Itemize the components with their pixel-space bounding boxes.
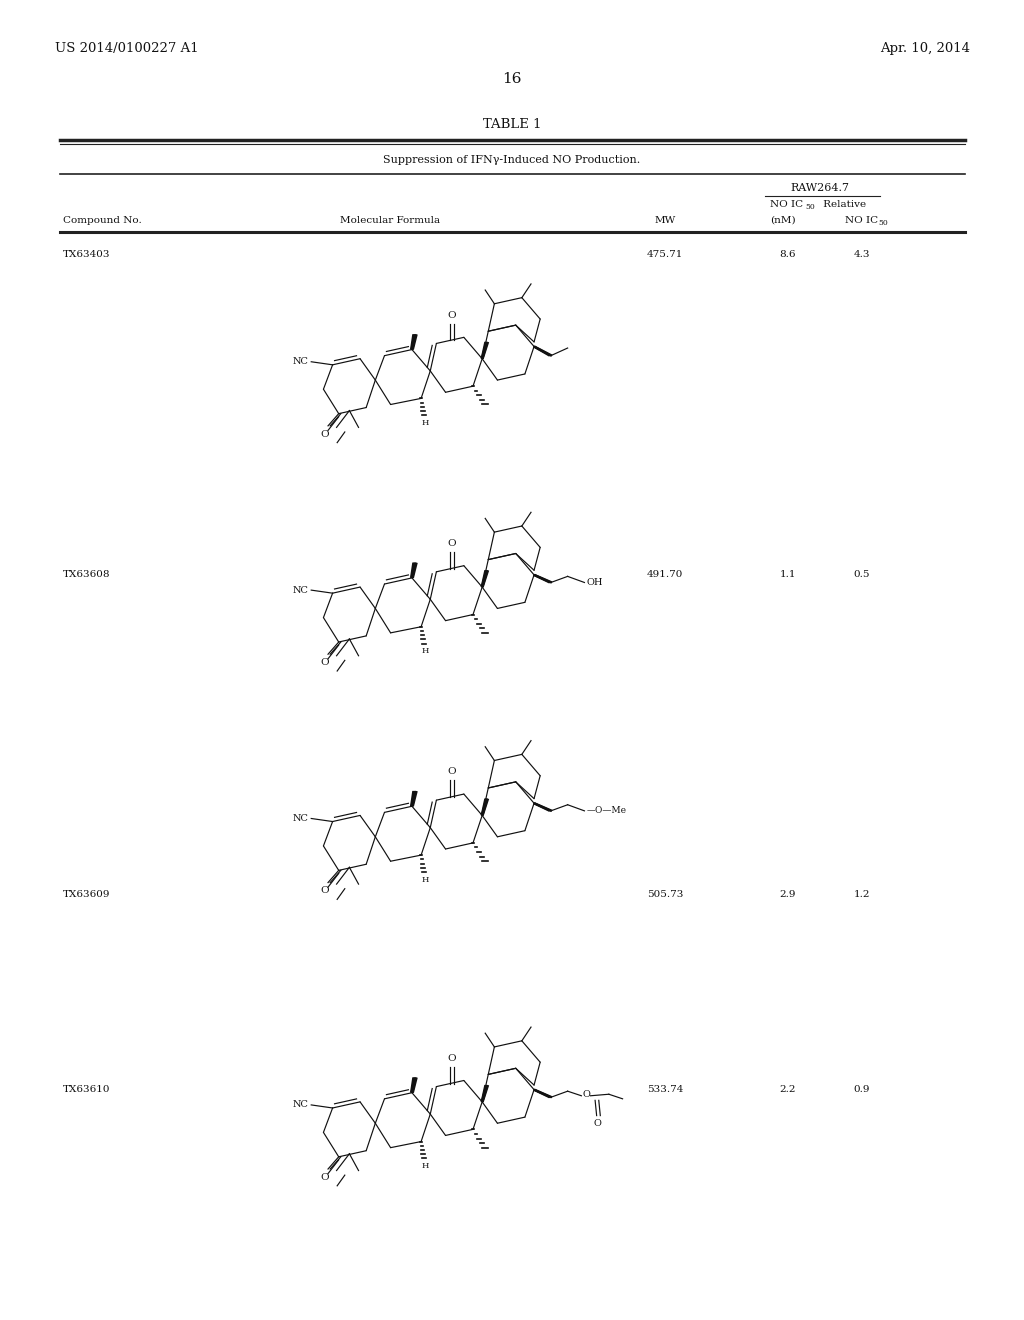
Text: H: H [422, 418, 429, 426]
Text: (nM): (nM) [770, 216, 796, 224]
Text: O: O [321, 657, 330, 667]
Text: O: O [594, 1118, 602, 1127]
Text: TX63403: TX63403 [63, 249, 111, 259]
Text: 50: 50 [805, 203, 815, 211]
Text: 8.6: 8.6 [779, 249, 797, 259]
Text: 475.71: 475.71 [647, 249, 683, 259]
Text: O: O [447, 539, 457, 548]
Text: 16: 16 [502, 73, 522, 86]
Text: NC: NC [293, 358, 309, 366]
Text: Compound No.: Compound No. [63, 216, 141, 224]
Text: 1.2: 1.2 [854, 890, 870, 899]
Text: 2.9: 2.9 [779, 890, 797, 899]
Text: TX63608: TX63608 [63, 570, 111, 579]
Text: Molecular Formula: Molecular Formula [340, 216, 440, 224]
Text: O: O [321, 1172, 330, 1181]
Text: Apr. 10, 2014: Apr. 10, 2014 [880, 42, 970, 55]
Text: 505.73: 505.73 [647, 890, 683, 899]
Text: O: O [447, 310, 457, 319]
Text: TABLE 1: TABLE 1 [482, 117, 542, 131]
Text: 0.9: 0.9 [854, 1085, 870, 1094]
Text: NO IC: NO IC [845, 216, 879, 224]
Text: OH: OH [587, 578, 603, 587]
Text: US 2014/0100227 A1: US 2014/0100227 A1 [55, 42, 199, 55]
Text: H: H [422, 647, 429, 655]
Text: O: O [321, 429, 330, 438]
Text: Relative: Relative [820, 201, 866, 209]
Text: 533.74: 533.74 [647, 1085, 683, 1094]
Text: O: O [447, 1053, 457, 1063]
Text: 2.2: 2.2 [779, 1085, 797, 1094]
Text: 50: 50 [878, 219, 888, 227]
Text: H: H [422, 1162, 429, 1170]
Text: O: O [583, 1090, 591, 1098]
Text: TX63610: TX63610 [63, 1085, 111, 1094]
Text: 491.70: 491.70 [647, 570, 683, 579]
Text: Suppression of IFNγ-Induced NO Production.: Suppression of IFNγ-Induced NO Productio… [383, 154, 641, 165]
Text: NC: NC [293, 1101, 309, 1109]
Text: O: O [447, 767, 457, 776]
Text: 4.3: 4.3 [854, 249, 870, 259]
Text: H: H [422, 875, 429, 883]
Text: NC: NC [293, 586, 309, 594]
Text: MW: MW [654, 216, 676, 224]
Text: —O—Me: —O—Me [587, 807, 627, 816]
Text: 0.5: 0.5 [854, 570, 870, 579]
Text: TX63609: TX63609 [63, 890, 111, 899]
Text: NC: NC [293, 814, 309, 822]
Text: RAW264.7: RAW264.7 [791, 183, 850, 193]
Text: 1.1: 1.1 [779, 570, 797, 579]
Text: O: O [321, 886, 330, 895]
Text: NO IC: NO IC [770, 201, 803, 209]
